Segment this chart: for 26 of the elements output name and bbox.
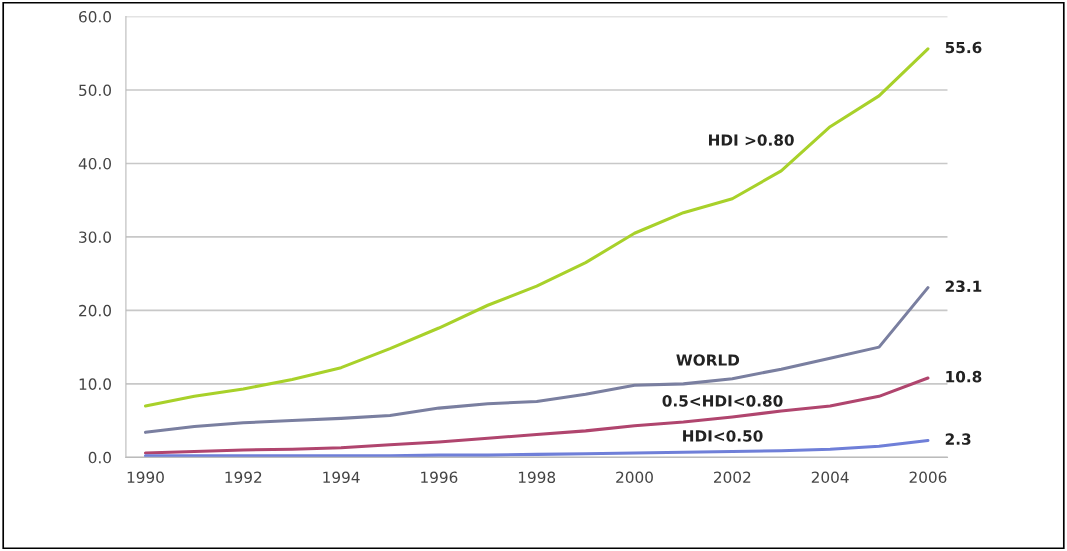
x-tick-label: 1990: [127, 471, 164, 484]
y-tick-label: 10.0: [79, 378, 111, 390]
line-series: [143, 47, 930, 408]
x-tick-label: 1994: [323, 471, 360, 484]
x-tick-label: 2004: [811, 471, 849, 484]
y-tick-label: 60.0: [79, 11, 111, 23]
data-label: 23.1: [945, 280, 982, 293]
x-tick-label: 1998: [518, 471, 556, 484]
x-tick-label: 1996: [421, 471, 458, 484]
y-tick-label: 40.0: [78, 157, 111, 170]
y-tick-label: 30.0: [79, 231, 111, 243]
series-label: WORLD: [676, 354, 740, 366]
y-tick-label: 0.0: [88, 451, 111, 464]
x-tick-label: 1992: [225, 471, 262, 484]
series-label: HDI<0.50: [683, 430, 763, 442]
data-label: 2.3: [945, 433, 971, 445]
data-label: 55.6: [945, 41, 982, 54]
x-tick-label: 2006: [909, 471, 947, 484]
y-tick-label: 50.0: [79, 84, 111, 97]
series-label: HDI >0.80: [709, 134, 794, 146]
x-tick-label: 2002: [714, 471, 751, 484]
line-series: [143, 376, 930, 455]
x-tick-label: 2000: [616, 471, 653, 484]
y-tick-label: 20.0: [79, 304, 111, 317]
data-label: 10.8: [946, 370, 982, 383]
series-label: 0.5<HDI<0.80: [662, 395, 783, 407]
